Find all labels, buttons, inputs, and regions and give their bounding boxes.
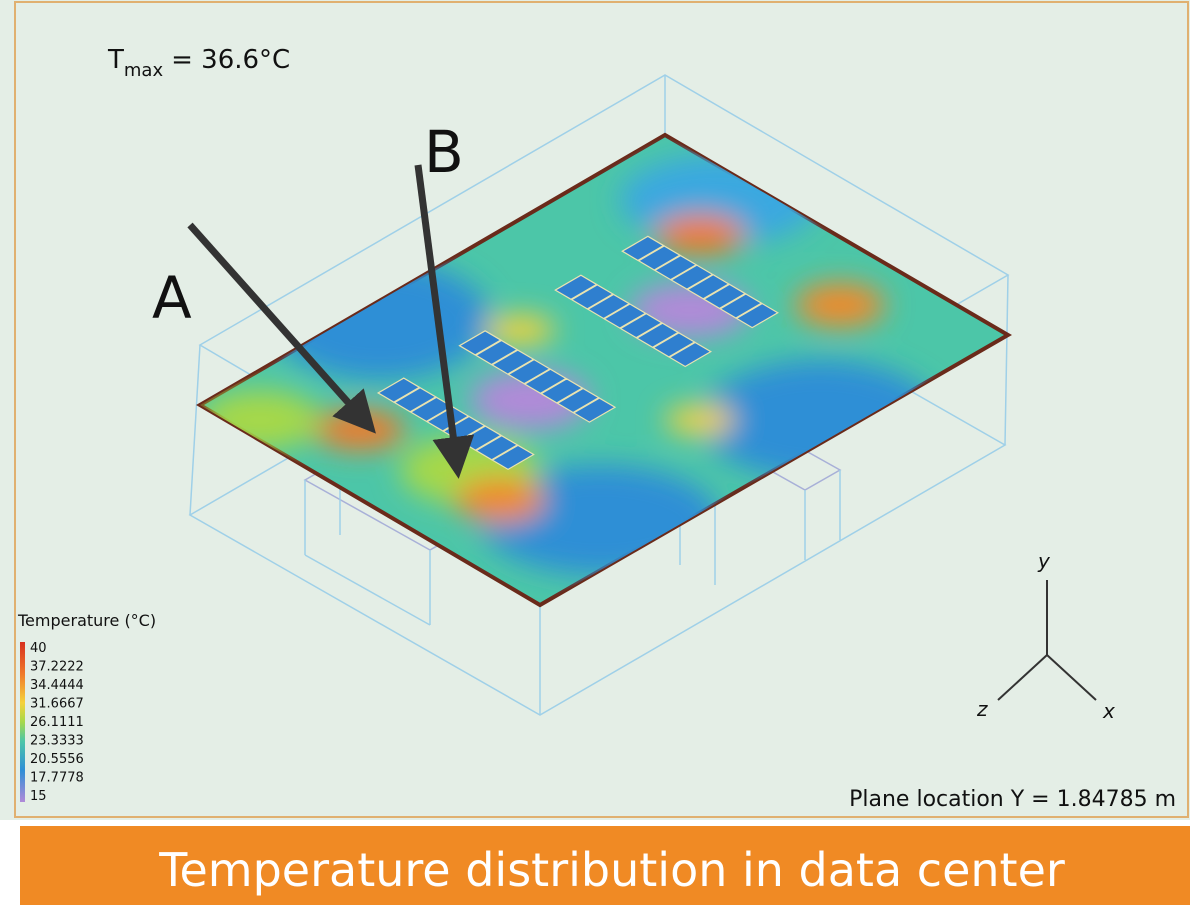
legend-tick-label: 26.1111 (30, 715, 84, 730)
legend-tick-label: 34.4444 (30, 678, 84, 693)
subscript: max (124, 60, 164, 81)
symbol: T (107, 45, 124, 75)
page: Tmax = 36.6°C A B Temperature (°C) 40 37.2… (0, 0, 1190, 905)
value: = 36.6°C (171, 45, 290, 75)
legend-tick-label: 40 (30, 641, 47, 656)
label-b: B (424, 118, 464, 186)
legend-ticks: 40 37.2222 34.4444 31.6667 26.1111 23.3333 20.… (30, 641, 84, 804)
legend-tick-label: 31.6667 (30, 697, 84, 712)
legend-tick-label: 17.7778 (30, 771, 84, 786)
slide: Tmax = 36.6°C A B Temperature (°C) 40 37.2… (0, 0, 1190, 905)
legend-tick-label: 23.3333 (30, 734, 84, 749)
legend-tick-label: 20.5556 (30, 752, 84, 767)
axis-z: z (976, 697, 988, 721)
plane-location: Plane location Y = 1.84785 m (849, 787, 1176, 812)
colorbar (20, 642, 25, 802)
caption: Temperature distribution in data center (158, 843, 1065, 897)
axis-x: x (1102, 699, 1115, 723)
legend-tick-label: 15 (30, 789, 47, 804)
axis-y: y (1037, 549, 1051, 573)
legend-title: Temperature (°C) (17, 611, 156, 630)
label-a: A (152, 264, 192, 332)
legend-tick-label: 37.2222 (30, 660, 84, 675)
